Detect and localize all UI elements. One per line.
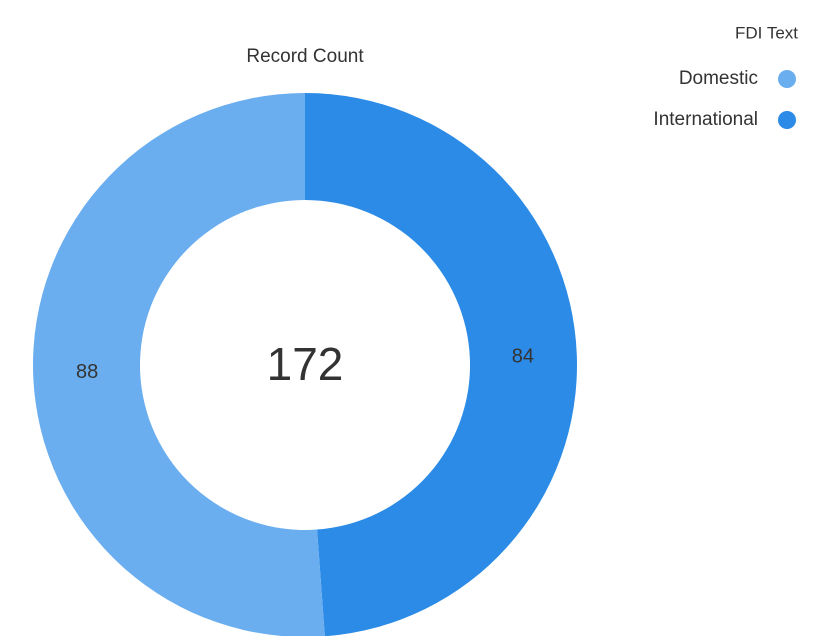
data-label: 84 <box>512 345 534 367</box>
legend-title: FDI Text <box>735 23 798 42</box>
legend-swatch <box>778 70 796 88</box>
legend-swatch <box>778 111 796 129</box>
chart-title: Record Count <box>246 46 364 67</box>
legend-label: International <box>653 109 758 130</box>
data-label: 88 <box>76 361 98 383</box>
donut-slice <box>305 93 577 636</box>
donut-slice <box>33 93 325 636</box>
legend-label: Domestic <box>679 68 758 89</box>
center-total: 172 <box>267 338 344 390</box>
